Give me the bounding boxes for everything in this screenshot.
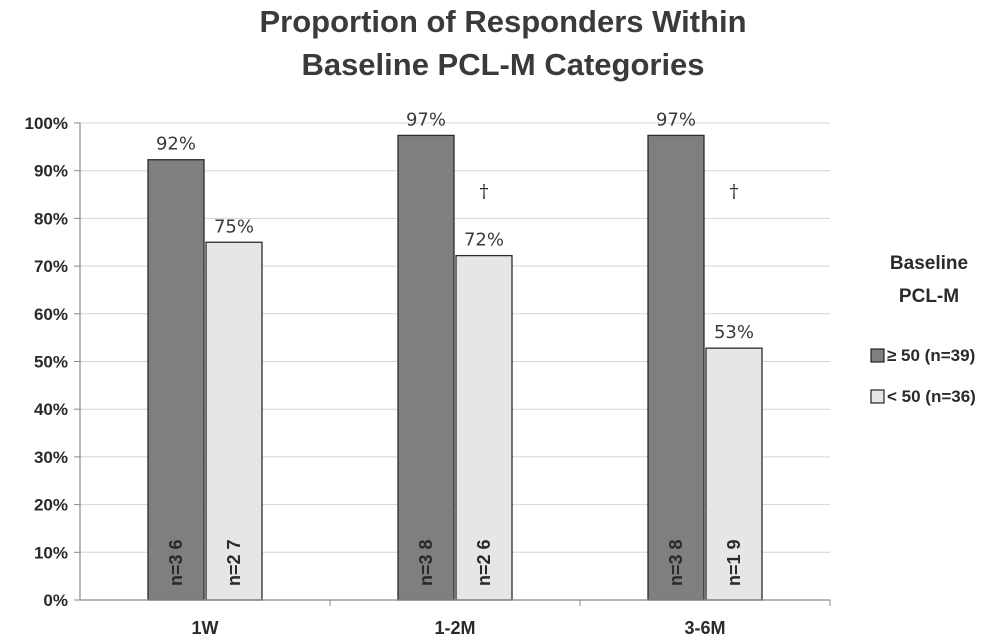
chart-title-line-2: Baseline PCL-M Categories — [301, 47, 704, 82]
legend-swatch-series-1 — [870, 348, 885, 363]
y-tick-label: 20% — [34, 496, 68, 515]
bar — [647, 134, 705, 601]
gridlines — [80, 122, 830, 553]
n-count-label: n=2 6 — [474, 539, 494, 586]
bar — [705, 347, 763, 601]
legend-swatch-series-2 — [870, 389, 885, 404]
y-tick-label: 80% — [34, 209, 68, 228]
n-count-label: n=2 7 — [224, 539, 244, 586]
legend-title-line-2: PCL-M — [899, 286, 959, 307]
n-count-label: n=3 8 — [416, 539, 436, 586]
data-label: 97% — [656, 109, 696, 130]
x-tick-label: 3-6M — [684, 618, 725, 638]
legend-label-series-2: < 50 (n=36) — [887, 387, 976, 406]
x-axis-ticks: 1W 1-2M 3-6M — [192, 600, 831, 638]
y-tick-label: 90% — [34, 162, 68, 181]
bar — [455, 254, 513, 601]
n-count-label: n=3 8 — [666, 539, 686, 586]
significance-dagger: † — [730, 181, 739, 202]
y-tick-label: 40% — [34, 400, 68, 419]
bars — [147, 134, 763, 601]
chart-title-line-1: Proportion of Responders Within — [259, 4, 746, 39]
axes — [79, 123, 830, 601]
chart-title: Proportion of Responders Within Baseline… — [259, 4, 746, 82]
x-tick-label: 1W — [192, 618, 219, 638]
legend-label-series-1: ≥ 50 (n=39) — [887, 346, 975, 365]
x-tick-label: 1-2M — [434, 618, 475, 638]
significance-dagger: † — [480, 181, 489, 202]
bar — [205, 241, 263, 601]
y-tick-label: 60% — [34, 305, 68, 324]
data-label: 53% — [714, 322, 754, 343]
data-label: 72% — [464, 230, 504, 251]
bar — [397, 134, 455, 601]
data-label: 92% — [156, 134, 196, 155]
y-tick-label: 70% — [34, 257, 68, 276]
data-label: 75% — [214, 216, 254, 237]
n-count-label: n=1 9 — [724, 539, 744, 586]
legend: Baseline PCL-M ≥ 50 (n=39) < 50 (n=36) — [870, 253, 976, 406]
bar — [147, 159, 205, 601]
data-labels: 92% n=3 6 75% n=2 7 97% n=3 8 72% n=2 6 97% n=3 8… — [156, 109, 754, 586]
y-tick-label: 100% — [25, 114, 68, 133]
y-axis-ticks: 0% 10% 20% 30% 40% 50% 60% 70% 80% 90% 100% — [25, 114, 80, 610]
legend-title-line-1: Baseline — [890, 253, 968, 274]
data-label: 97% — [406, 109, 446, 130]
y-tick-label: 10% — [34, 543, 68, 562]
n-count-label: n=3 6 — [166, 539, 186, 586]
y-tick-label: 30% — [34, 448, 68, 467]
y-tick-label: 50% — [34, 353, 68, 372]
y-tick-label: 0% — [43, 591, 68, 610]
